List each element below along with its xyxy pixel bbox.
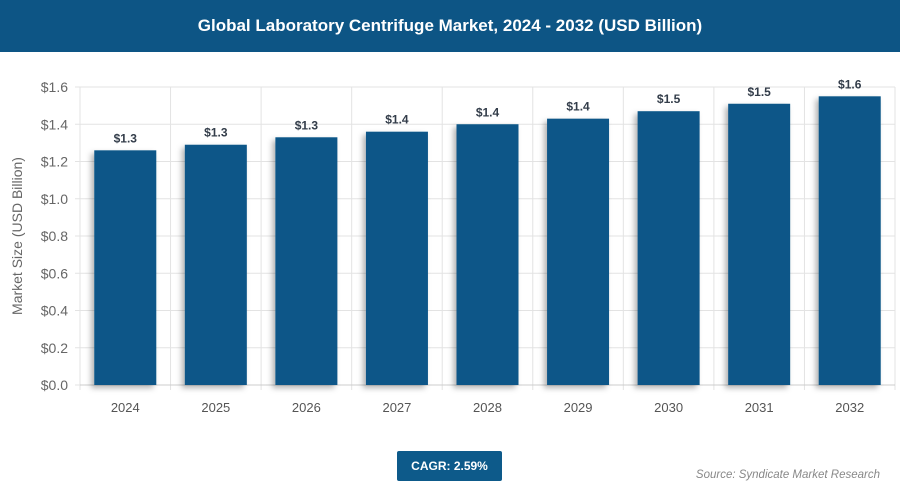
x-tick-label: 2027 — [382, 400, 411, 415]
data-label: $1.4 — [385, 113, 409, 127]
data-label: $1.3 — [114, 131, 138, 145]
x-tick-label: 2026 — [292, 400, 321, 415]
y-tick-label: $0.0 — [41, 377, 68, 393]
data-label: $1.4 — [566, 100, 590, 114]
data-label: $1.3 — [295, 118, 319, 132]
x-tick-label: 2024 — [111, 400, 140, 415]
x-tick-label: 2025 — [201, 400, 230, 415]
bar-2028 — [456, 124, 519, 385]
chart-title: Global Laboratory Centrifuge Market, 202… — [0, 0, 900, 52]
y-tick-label: $1.6 — [41, 79, 68, 95]
bar-2030 — [637, 111, 700, 386]
y-tick-label: $1.0 — [41, 191, 68, 207]
y-axis-label: Market Size (USD Billion) — [9, 157, 25, 315]
bar-2031 — [728, 103, 791, 385]
x-tick-label: 2030 — [654, 400, 683, 415]
bar-2027 — [365, 131, 428, 385]
bar-2032 — [818, 96, 881, 385]
data-label: $1.5 — [657, 92, 681, 106]
bar-2025 — [184, 144, 247, 385]
data-label: $1.6 — [838, 77, 862, 91]
x-tick-label: 2031 — [745, 400, 774, 415]
cagr-badge: CAGR: 2.59% — [397, 451, 502, 481]
y-tick-label: $0.4 — [41, 303, 68, 319]
bar-chart: $0.0 $0.2 $0.4 $0.6 $0.8 $1.0 $1.2 $1.4 $1.6 $1.3… — [9, 77, 896, 415]
bar-2026 — [275, 137, 338, 385]
x-tick-label: 2028 — [473, 400, 502, 415]
y-tick-label: $0.8 — [41, 228, 68, 244]
data-label: $1.3 — [204, 126, 228, 140]
x-tick-label: 2029 — [564, 400, 593, 415]
y-tick-label: $1.2 — [41, 154, 68, 170]
y-tick-label: $0.6 — [41, 265, 68, 281]
x-tick-label: 2032 — [835, 400, 864, 415]
bar-2029 — [547, 118, 610, 385]
source-note: Source: Syndicate Market Research — [695, 469, 880, 481]
bar-2024 — [94, 150, 157, 385]
y-tick-label: $0.2 — [41, 340, 68, 356]
y-tick-label: $1.4 — [41, 116, 68, 132]
data-label: $1.5 — [747, 85, 771, 99]
data-label: $1.4 — [476, 105, 500, 119]
